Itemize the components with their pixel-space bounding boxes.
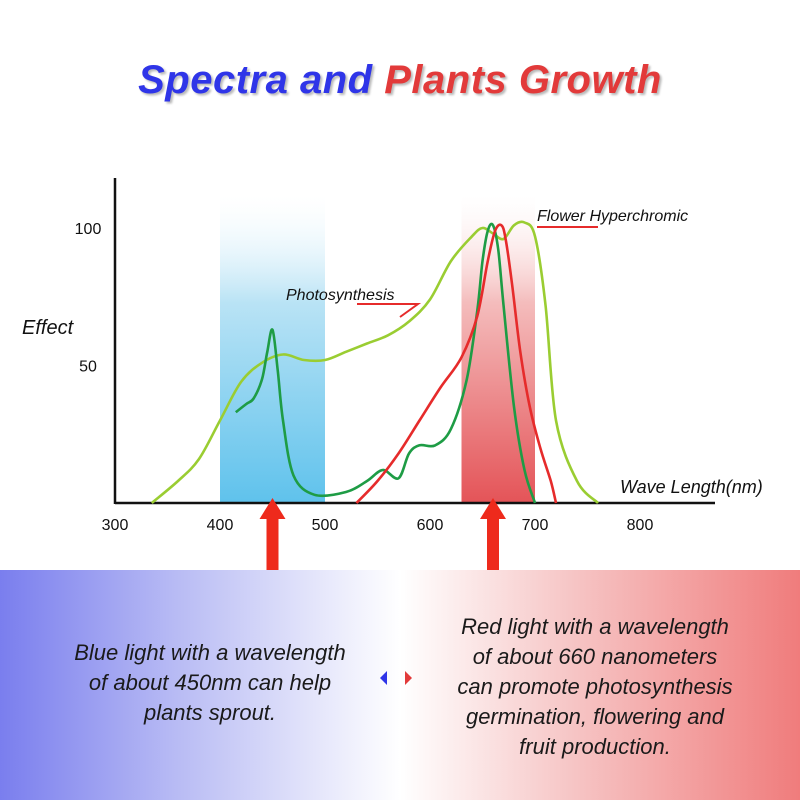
- x-axis-label: Wave Length(nm): [620, 477, 763, 497]
- y-tick-label: 100: [75, 221, 102, 238]
- chlorophyll-curve: [234, 222, 537, 504]
- y-axis-label: Effect: [22, 317, 75, 339]
- photosynthesis-curve: [150, 220, 599, 504]
- page-title: Spectra and Plants Growth: [0, 58, 800, 103]
- info-panel: Blue light with a wavelength of about 45…: [0, 570, 800, 800]
- blue-light-description: Blue light with a wavelength of about 45…: [74, 640, 346, 725]
- wavelength-arrow-shaft: [266, 515, 279, 570]
- wavelength-arrow-shaft: [487, 515, 499, 570]
- x-tick-label: 400: [207, 517, 234, 534]
- compare-arrows-icon: [380, 671, 412, 685]
- blue-light-band: [220, 195, 325, 503]
- spectra-chart: 300 400 500 600 700 800 50 100 Effect Wave Length…: [22, 178, 763, 570]
- y-tick-label: 50: [79, 359, 97, 376]
- title-part-blue: Spectra and: [138, 58, 373, 102]
- title-part-red: Plants Growth: [384, 58, 662, 102]
- x-tick-label: 600: [417, 517, 444, 534]
- x-tick-label: 800: [627, 517, 654, 534]
- photosynthesis-leader: [357, 303, 422, 318]
- x-tick-label: 500: [312, 517, 339, 534]
- red-light-description: Red light with a wavelength of about 660…: [457, 614, 733, 759]
- x-tick-label: 300: [102, 517, 129, 534]
- flower-hyperchromic-label: Flower Hyperchromic: [537, 208, 688, 225]
- photosynthesis-label: Photosynthesis: [286, 287, 395, 304]
- x-tick-label: 700: [522, 517, 549, 534]
- wavelength-arrow-head: [480, 498, 506, 519]
- wavelength-arrow-head: [259, 498, 286, 519]
- flower-hyperchromic-curve: [355, 223, 558, 504]
